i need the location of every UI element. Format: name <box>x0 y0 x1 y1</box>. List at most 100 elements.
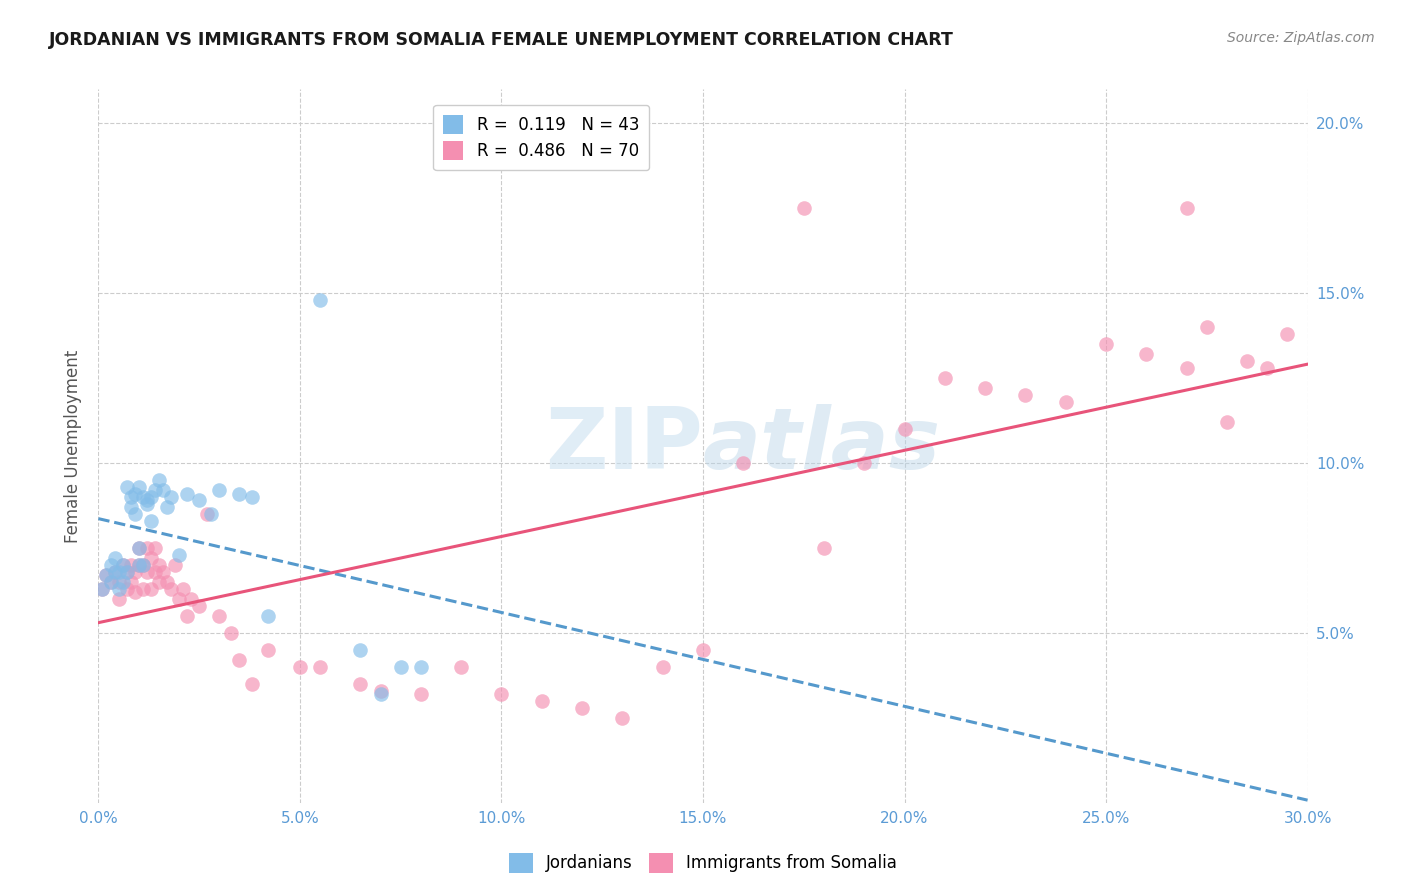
Point <box>1135 347 1157 361</box>
Point <box>200 507 222 521</box>
Point <box>530 694 553 708</box>
Point <box>132 558 155 572</box>
Point <box>107 574 129 589</box>
Text: ZIP: ZIP <box>546 404 703 488</box>
Point <box>1256 360 1278 375</box>
Point <box>349 677 371 691</box>
Point <box>139 551 162 566</box>
Point <box>692 643 714 657</box>
Point <box>1054 394 1077 409</box>
Point <box>152 565 174 579</box>
Point <box>124 507 146 521</box>
Text: atlas: atlas <box>703 404 941 488</box>
Point <box>135 541 157 555</box>
Point <box>491 687 513 701</box>
Point <box>148 473 170 487</box>
Point <box>115 565 138 579</box>
Point <box>893 422 915 436</box>
Point <box>96 568 118 582</box>
Point <box>148 558 170 572</box>
Point <box>176 486 198 500</box>
Point <box>974 381 997 395</box>
Point <box>135 497 157 511</box>
Point <box>370 687 392 701</box>
Point <box>124 565 146 579</box>
Point <box>370 683 392 698</box>
Point <box>91 582 114 596</box>
Point <box>111 558 134 572</box>
Point <box>156 574 179 589</box>
Point <box>1216 415 1239 429</box>
Point <box>128 558 150 572</box>
Point <box>309 660 332 674</box>
Point <box>176 608 198 623</box>
Point <box>107 591 129 606</box>
Point <box>120 490 142 504</box>
Point <box>256 643 278 657</box>
Point <box>120 558 142 572</box>
Point <box>934 371 956 385</box>
Point <box>240 677 263 691</box>
Point <box>571 700 593 714</box>
Point <box>221 626 243 640</box>
Point <box>148 574 170 589</box>
Point <box>288 660 311 674</box>
Point <box>195 507 218 521</box>
Point <box>188 599 211 613</box>
Point <box>115 582 138 596</box>
Point <box>167 548 190 562</box>
Point <box>1277 326 1299 341</box>
Point <box>120 574 142 589</box>
Point <box>813 541 835 555</box>
Point <box>103 551 125 566</box>
Point <box>208 483 231 498</box>
Point <box>228 653 250 667</box>
Point <box>115 480 138 494</box>
Legend: R =  0.119   N = 43, R =  0.486   N = 70: R = 0.119 N = 43, R = 0.486 N = 70 <box>433 104 650 169</box>
Point <box>111 558 134 572</box>
Point <box>120 500 142 515</box>
Point <box>167 591 190 606</box>
Point <box>160 582 183 596</box>
Point <box>124 585 146 599</box>
Point <box>853 456 876 470</box>
Point <box>139 514 162 528</box>
Point <box>1095 337 1118 351</box>
Point <box>1175 201 1198 215</box>
Point <box>172 582 194 596</box>
Point <box>139 582 162 596</box>
Point <box>132 490 155 504</box>
Point <box>651 660 673 674</box>
Point <box>107 582 129 596</box>
Point <box>139 490 162 504</box>
Point <box>309 293 332 307</box>
Point <box>91 582 114 596</box>
Point <box>135 493 157 508</box>
Point <box>96 568 118 582</box>
Point <box>128 558 150 572</box>
Point <box>450 660 472 674</box>
Point <box>156 500 179 515</box>
Point <box>132 558 155 572</box>
Point <box>409 660 432 674</box>
Point <box>208 608 231 623</box>
Point <box>733 456 755 470</box>
Point <box>349 643 371 657</box>
Point <box>135 565 157 579</box>
Point <box>256 608 278 623</box>
Point <box>409 687 432 701</box>
Point <box>100 574 122 589</box>
Point <box>103 565 125 579</box>
Point <box>612 711 634 725</box>
Point <box>1175 360 1198 375</box>
Point <box>1014 388 1036 402</box>
Point <box>143 541 166 555</box>
Point <box>160 490 183 504</box>
Point <box>180 591 202 606</box>
Point <box>143 483 166 498</box>
Legend: Jordanians, Immigrants from Somalia: Jordanians, Immigrants from Somalia <box>502 847 904 880</box>
Y-axis label: Female Unemployment: Female Unemployment <box>63 350 82 542</box>
Point <box>111 574 134 589</box>
Point <box>188 493 211 508</box>
Point <box>1236 354 1258 368</box>
